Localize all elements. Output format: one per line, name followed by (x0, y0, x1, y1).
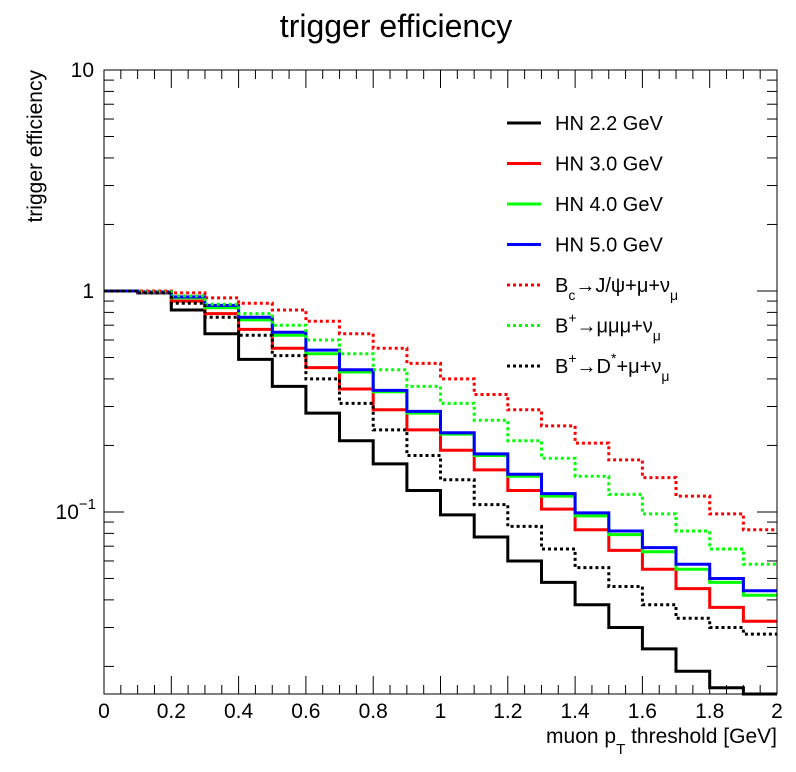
legend-label-part: * (611, 350, 617, 366)
series-6-line (104, 289, 777, 636)
legend-label-0: HN 2.2 GeV (555, 113, 663, 135)
legend-label-part: →J/ψ+μ+ν (575, 275, 670, 297)
legend-label-part: HN 2.2 GeV (555, 113, 663, 135)
legend-label-3: HN 5.0 GeV (555, 235, 663, 257)
legend-label-part: μ (661, 368, 669, 384)
legend-label-part: B (555, 356, 568, 378)
y-axis-label: trigger efficiency (24, 70, 47, 223)
legend-label-part: μ (670, 287, 678, 303)
x-tick-label: 2 (771, 700, 783, 723)
legend-label-2: HN 4.0 GeV (555, 194, 663, 216)
y-tick-label: 1 (82, 280, 94, 303)
legend-label-4: Bc→J/ψ+μ+νμ (555, 275, 678, 303)
legend-label-1: HN 3.0 GeV (555, 154, 663, 176)
x-tick-label: 0.6 (291, 700, 320, 723)
x-tick-label: 1 (435, 700, 447, 723)
x-axis-label-rest: threshold [GeV] (625, 725, 777, 748)
legend: HN 2.2 GeV HN 3.0 GeV HN 4.0 GeV HN 5.0 GeV… (507, 113, 678, 384)
x-tick-label: 0.4 (224, 700, 254, 723)
x-tick-label: 0.8 (359, 700, 388, 723)
legend-label-part: + (568, 350, 576, 366)
legend-label-part: HN 4.0 GeV (555, 194, 663, 216)
plot-frame (103, 69, 778, 695)
x-tick-label: 0.2 (157, 700, 186, 723)
y-tick-label: 10 (71, 59, 94, 82)
legend-label-part: HN 5.0 GeV (555, 235, 663, 257)
x-axis-label-subscript: T (616, 741, 625, 758)
legend-label-part: +μ+ν (616, 356, 661, 378)
legend-label-part: B (555, 275, 568, 297)
y-tick-label: 10−1 (56, 496, 96, 524)
legend-label-part: + (568, 310, 576, 326)
x-tick-label: 1.8 (695, 700, 724, 723)
legend-label-part: HN 3.0 GeV (555, 154, 663, 176)
legend-label-part: →D (577, 356, 611, 378)
series-1-line (104, 289, 777, 623)
series-3-line (104, 289, 777, 593)
x-axis-label: muon pT threshold [GeV] (546, 725, 777, 758)
legend-label-part: μ (653, 328, 661, 344)
x-tick-label: 1.4 (560, 700, 590, 723)
legend-label-part: c (568, 287, 575, 303)
chart-title: trigger efficiency (280, 8, 512, 44)
axes: 0 0.2 0.4 0.6 0.8 1 1.2 1.4 1.6 1.8 2 10 1 10−1 (56, 59, 783, 723)
x-tick-label: 0 (98, 700, 110, 723)
x-axis-label-muon: muon p (546, 725, 616, 748)
series-0-line (104, 289, 777, 696)
legend-label-part: →μμμ+ν (577, 316, 653, 338)
plot-area (104, 289, 777, 696)
legend-label-6: B+→D*+μ+νμ (555, 350, 669, 384)
legend-label-5: B+→μμμ+νμ (555, 310, 661, 344)
x-tick-label: 1.6 (628, 700, 657, 723)
legend-label-part: B (555, 316, 568, 338)
x-tick-label: 1.2 (493, 700, 522, 723)
series-5-line (104, 289, 777, 566)
